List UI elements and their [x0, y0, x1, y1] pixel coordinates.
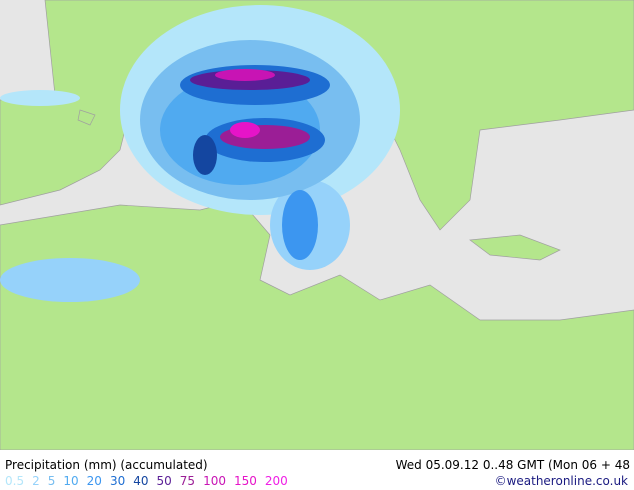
legend-label: 40: [133, 474, 148, 488]
legend: 0.5 2 5 10 20 30 40 50 75 100 150 200: [5, 474, 288, 488]
footer-bar: [0, 450, 634, 490]
legend-label: 75: [180, 474, 195, 488]
legend-label: 50: [157, 474, 172, 488]
legend-label: 2: [32, 474, 40, 488]
credit: ©weatheronline.co.uk: [495, 474, 628, 488]
legend-label: 100: [203, 474, 226, 488]
legend-label: 10: [63, 474, 78, 488]
legend-label: 0.5: [5, 474, 24, 488]
legend-label: 5: [48, 474, 56, 488]
legend-label: 200: [265, 474, 288, 488]
legend-label: 20: [87, 474, 102, 488]
legend-label: 30: [110, 474, 125, 488]
legend-label: 150: [234, 474, 257, 488]
precipitation: [0, 5, 400, 302]
time-label: Wed 05.09.12 0..48 GMT (Mon 06 + 48: [396, 458, 630, 472]
map-title: Precipitation (mm) (accumulated): [5, 458, 208, 472]
